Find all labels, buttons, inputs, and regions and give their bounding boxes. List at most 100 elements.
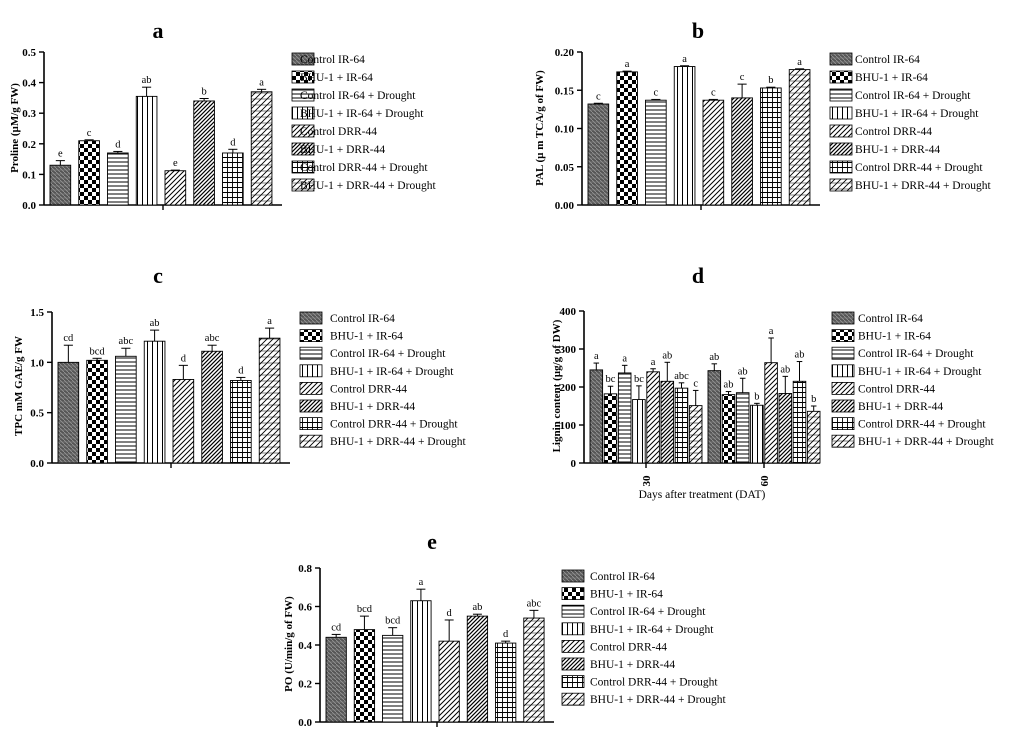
bar — [660, 380, 675, 464]
significance-letter: d — [230, 137, 236, 148]
significance-letter: ab — [738, 366, 748, 377]
significance-letter: bcd — [357, 604, 373, 615]
legend-entry: BHU-1 + IR-64 + Drought — [300, 108, 424, 120]
legend: Control IR-64 BHU-1 + IR-64 Control IR-64 … — [831, 311, 994, 448]
panel-label: e — [427, 529, 437, 554]
y-tick-label: 0.6 — [298, 602, 312, 614]
bar — [135, 95, 158, 206]
y-tick-label: 0.2 — [22, 139, 36, 151]
legend: Control IR-64 BHU-1 + IR-64 Control IR-64 … — [291, 52, 436, 192]
panel-label: d — [692, 263, 704, 288]
significance-letter: ab — [472, 602, 482, 613]
legend-swatch — [291, 70, 315, 84]
legend-entry: BHU-1 + IR-64 + Drought — [858, 366, 982, 378]
bar — [702, 99, 725, 206]
y-tick-label: 100 — [560, 420, 577, 432]
y-axis-label: Proline (µM/g FW) — [9, 83, 21, 173]
legend-swatch — [299, 311, 323, 325]
panel-d: d Lignin content (µg/g of DW) 0 100 200 300 40… — [551, 263, 994, 501]
y-tick-label: 0.20 — [555, 47, 575, 59]
legend-entry: BHU-1 + DRR-44 — [858, 401, 943, 413]
legend-swatch — [831, 434, 855, 448]
significance-letter: abc — [527, 598, 542, 609]
bar — [632, 399, 646, 464]
legend-swatch — [299, 346, 323, 360]
legend-swatch — [829, 106, 853, 120]
significance-letter: abc — [119, 336, 134, 347]
legend-swatch — [291, 124, 315, 138]
bar — [806, 410, 821, 464]
y-tick-label: 1.5 — [30, 307, 44, 319]
panel-label: c — [153, 263, 163, 288]
bar — [750, 404, 764, 464]
legend-entry: BHU-1 + DRR-44 + Drought — [855, 180, 991, 192]
significance-letter: abc — [674, 371, 689, 382]
bar — [107, 152, 129, 206]
legend-swatch — [831, 329, 855, 343]
legend-swatch — [829, 160, 853, 174]
legend-entry: BHU-1 + IR-64 — [300, 72, 373, 84]
significance-letter: bcd — [385, 616, 401, 627]
significance-letter: c — [596, 91, 601, 102]
significance-letter: abc — [205, 333, 220, 344]
significance-letter: d — [115, 139, 121, 150]
legend-swatch — [829, 178, 853, 192]
legend-swatch — [831, 311, 855, 325]
legend-entry: BHU-1 + DRR-44 — [330, 401, 415, 413]
legend-entry: BHU-1 + DRR-44 + Drought — [858, 436, 994, 448]
bar — [382, 634, 404, 723]
legend: Control IR-64 BHU-1 + IR-64 Control IR-64 … — [829, 52, 991, 192]
significance-letter: a — [267, 316, 272, 327]
legend-entry: BHU-1 + IR-64 — [330, 331, 403, 343]
bar — [788, 69, 811, 206]
y-tick-label: 0.0 — [30, 458, 44, 470]
legend-entry: BHU-1 + DRR-44 — [590, 659, 675, 671]
legend-swatch — [291, 52, 315, 66]
y-tick-label: 0.00 — [555, 200, 575, 212]
legend-swatch — [561, 604, 585, 618]
significance-letter: d — [181, 353, 187, 364]
panel-c: c TPC mM GAE/g FW 0.0 0.5 1.0 1.5 cd bcd abc ab d a… — [13, 263, 466, 470]
legend-swatch — [829, 52, 853, 66]
bar — [353, 629, 376, 723]
legend-entry: Control IR-64 — [590, 571, 655, 583]
significance-letter: bcd — [90, 346, 106, 357]
significance-letter: a — [259, 77, 264, 88]
legend-swatch — [299, 364, 323, 378]
legend-entry: Control DRR-44 — [330, 383, 407, 395]
significance-letter: a — [419, 577, 424, 588]
legend-entry: Control IR-64 + Drought — [330, 348, 446, 360]
significance-letter: bc — [606, 374, 616, 385]
legend-entry: Control IR-64 + Drought — [590, 606, 706, 618]
bar — [258, 337, 281, 464]
significance-letter: b — [768, 75, 773, 86]
legend-entry: Control DRR-44 + Drought — [330, 419, 458, 431]
y-axis-label: Lignin content (µg/g of DW) — [551, 319, 563, 452]
legend-entry: BHU-1 + IR-64 — [590, 589, 663, 601]
legend-entry: Control IR-64 — [330, 313, 395, 325]
bar — [164, 170, 187, 206]
legend-entry: BHU-1 + IR-64 — [858, 331, 931, 343]
legend-entry: BHU-1 + DRR-44 — [300, 144, 385, 156]
legend-swatch — [291, 160, 315, 174]
bar — [764, 362, 778, 464]
bar — [645, 99, 667, 206]
significance-letter: a — [651, 357, 656, 368]
significance-letter: c — [693, 378, 698, 389]
panel-e: e PO (U/min/g of FW) 0.0 0.2 0.4 0.6 0.8 cd bcd b… — [283, 529, 726, 729]
bar — [616, 71, 638, 206]
bar — [707, 370, 722, 464]
legend-swatch — [291, 178, 315, 192]
y-tick-label: 0.4 — [298, 640, 312, 652]
significance-letter: e — [58, 149, 63, 160]
y-tick-label: 200 — [560, 382, 577, 394]
bar — [466, 615, 489, 723]
x-axis-label: Days after treatment (DAT) — [639, 489, 766, 501]
legend-swatch — [831, 381, 855, 395]
significance-letter: ab — [780, 364, 790, 375]
bar — [673, 66, 696, 206]
legend-entry: Control IR-64 — [858, 313, 923, 325]
x-tick-label: 30 — [641, 475, 653, 487]
y-tick-label: 0.05 — [555, 162, 575, 174]
